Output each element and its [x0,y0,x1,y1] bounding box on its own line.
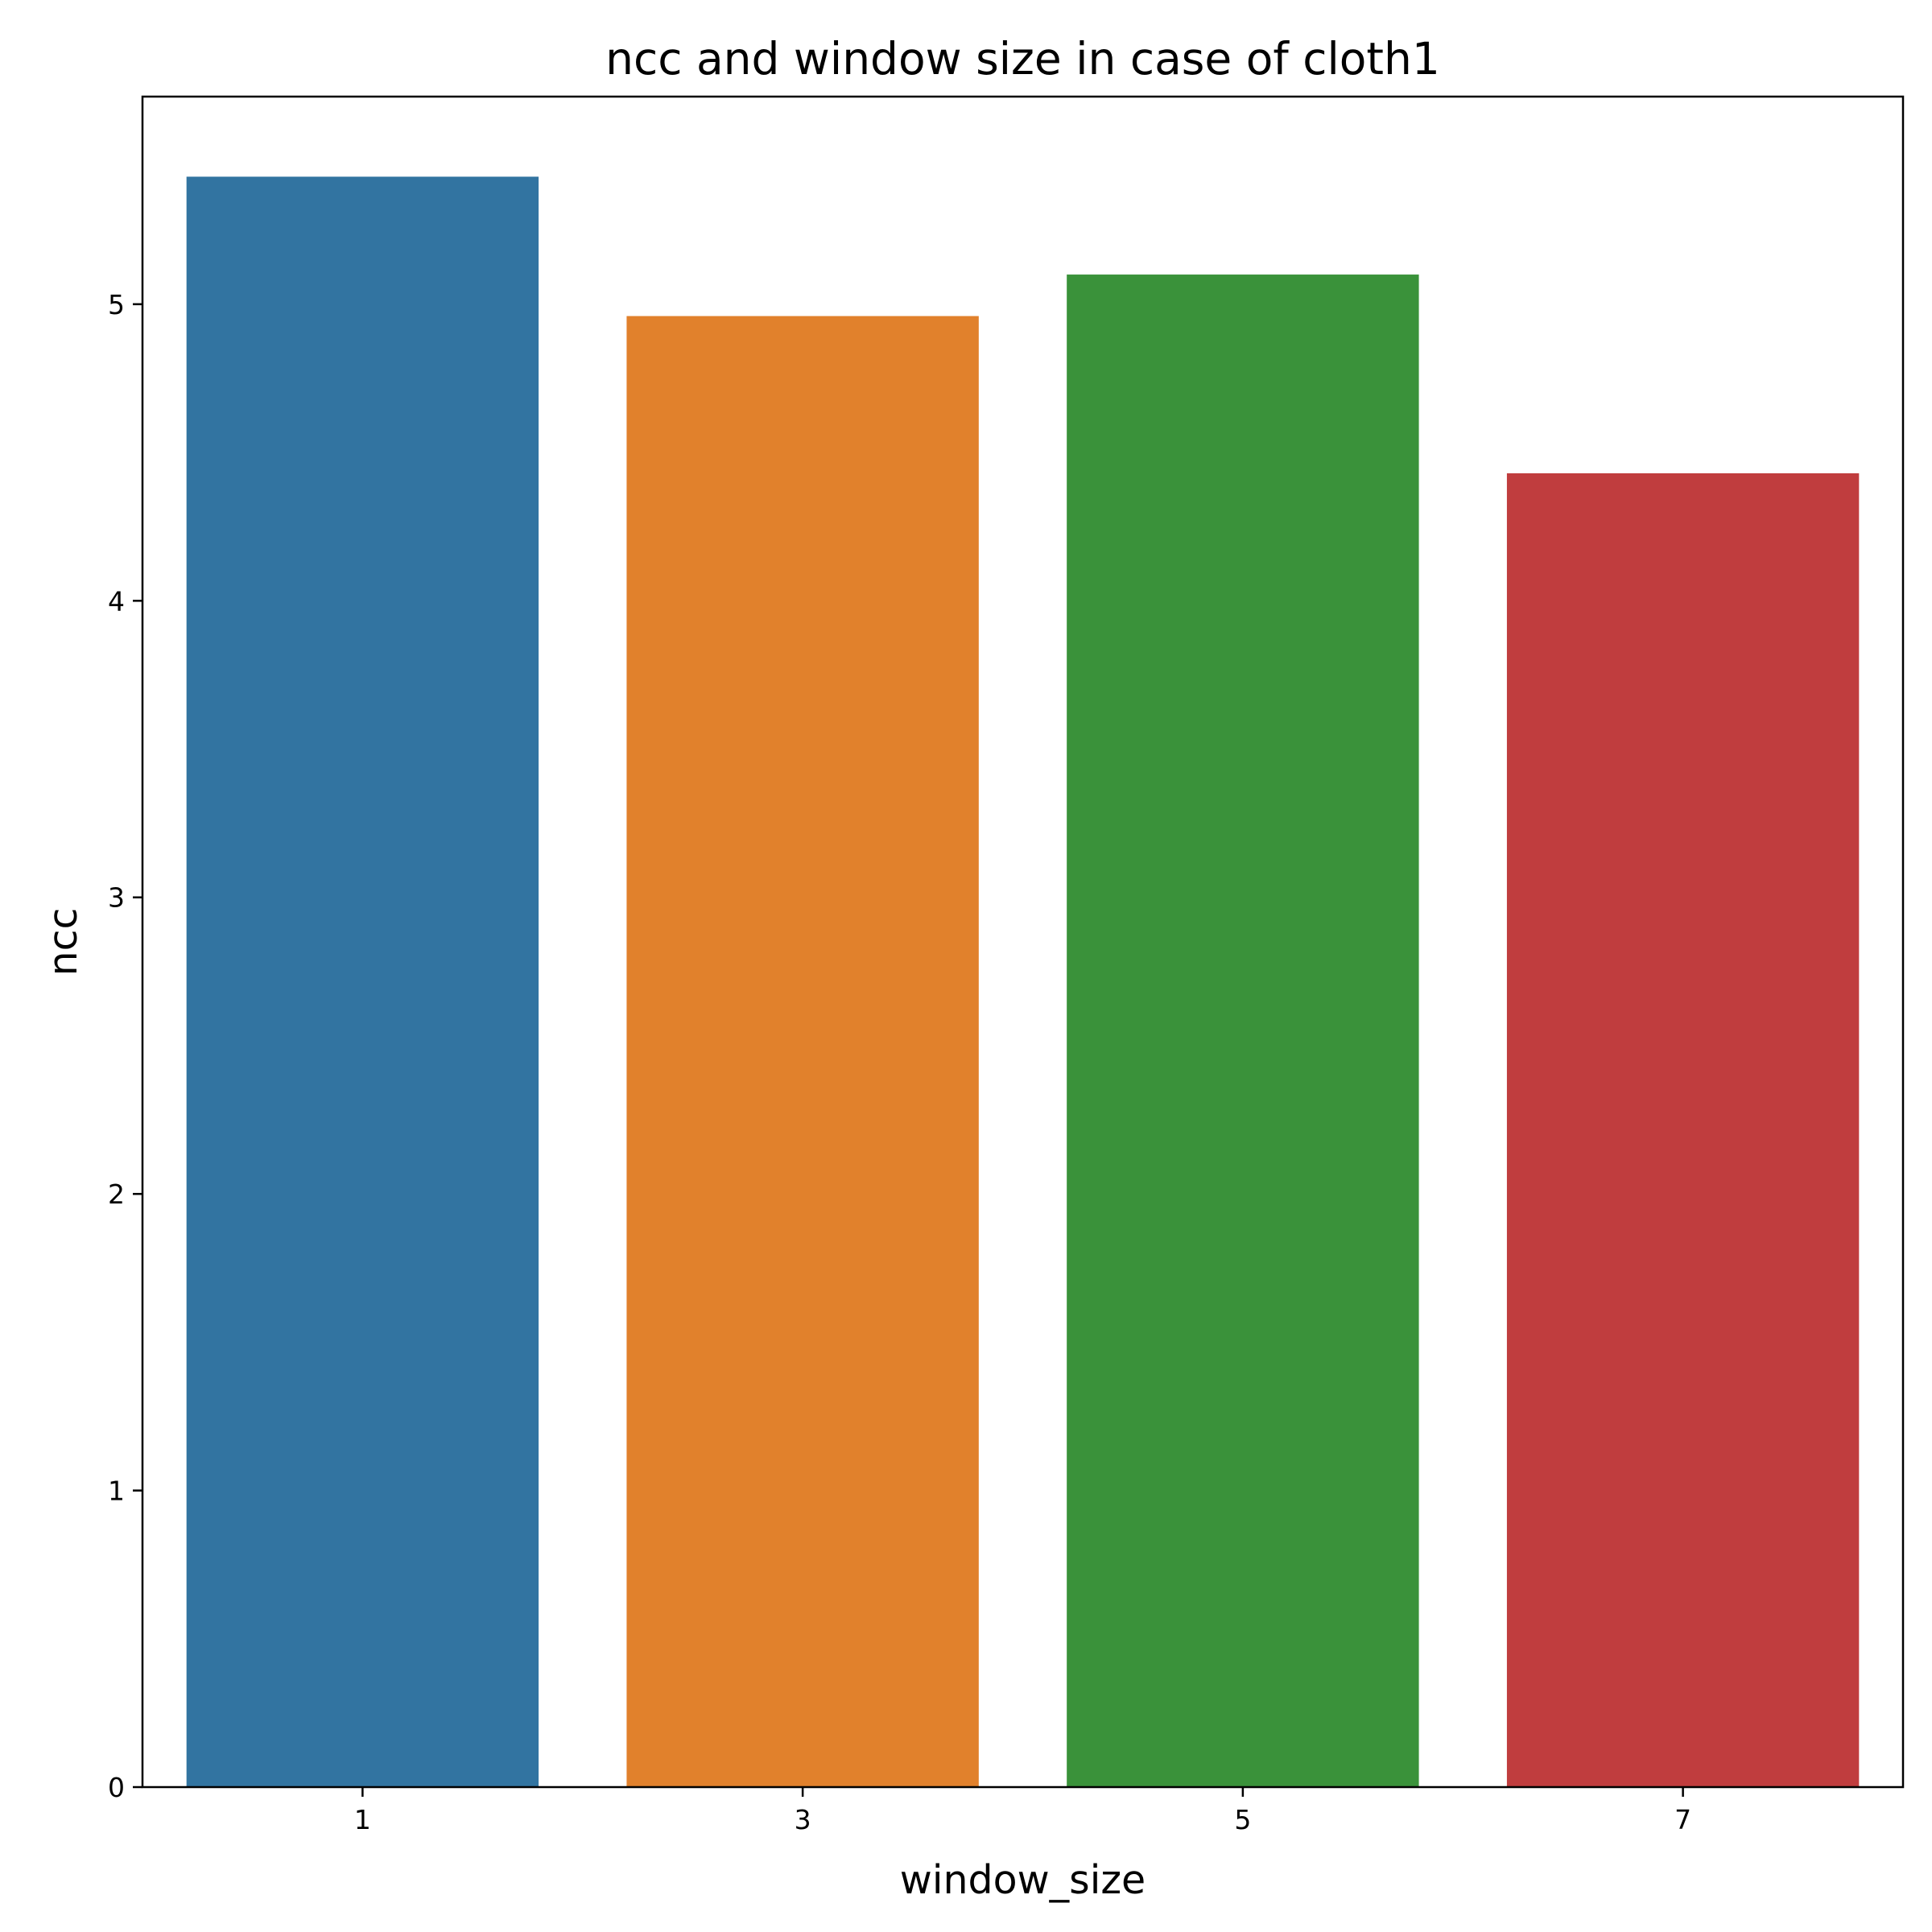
y-ticks-group: 0 1 2 3 4 5 [108,289,142,1803]
y-tick-label: 1 [108,1476,125,1507]
bar-5 [1067,275,1419,1788]
y-tick-label: 3 [108,882,125,914]
y-tick-label: 2 [108,1179,125,1210]
chart-title: ncc and window size in case of cloth1 [605,33,1440,85]
y-axis-label: ncc [40,908,86,976]
y-tick-label: 5 [108,289,125,320]
bar-3 [626,316,979,1787]
y-tick-label: 0 [108,1772,125,1803]
x-ticks-group: 1 3 5 7 [354,1787,1691,1835]
plot-frame [141,95,1905,1789]
x-tick-label: 1 [354,1804,371,1835]
y-tick-label: 4 [108,585,125,617]
x-tick-label: 5 [1234,1804,1251,1835]
x-tick-label: 7 [1674,1804,1691,1835]
x-axis-label: window_size [900,1857,1146,1903]
bar-7 [1506,473,1860,1787]
bars-group [186,176,1860,1788]
x-tick-label: 3 [795,1804,811,1835]
bar-1 [186,176,539,1788]
